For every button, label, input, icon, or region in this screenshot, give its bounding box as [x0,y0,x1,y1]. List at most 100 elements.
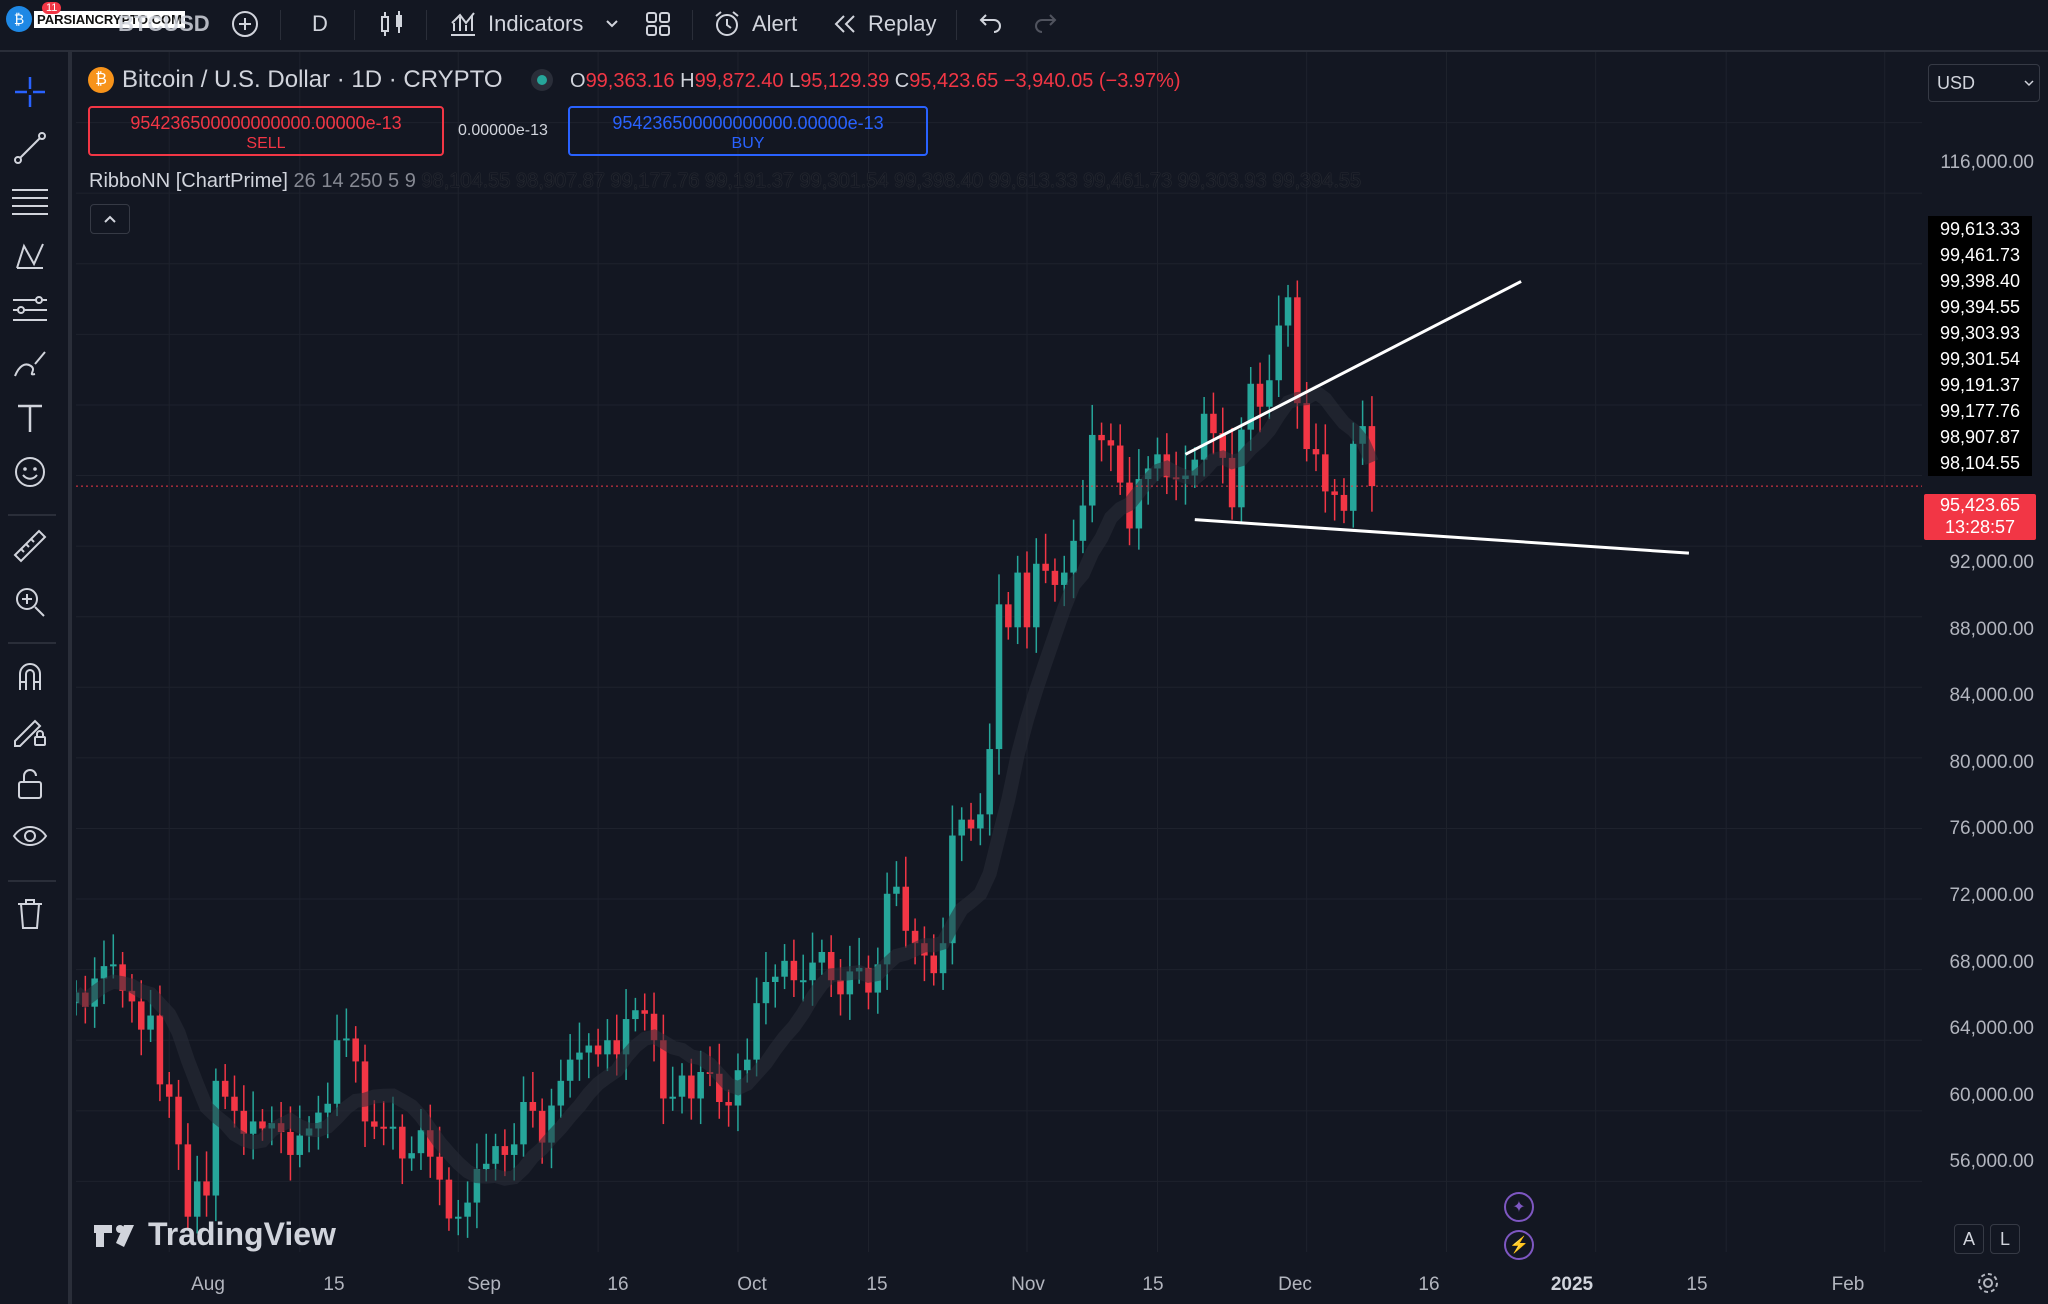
trendline-upper [1184,280,1522,456]
lock-drawings-tool[interactable] [10,710,50,750]
candle-body [939,943,947,974]
zoom-tool[interactable] [10,582,50,622]
candle-body [958,819,965,836]
close-value: 95,423.65 [909,70,999,92]
candle-body [771,976,779,982]
candle-body [147,1015,154,1030]
redo-button[interactable] [1032,0,1058,48]
change-value: −3,940.05 (−3.97%) [1003,70,1181,92]
price-axis-label: 92,000.00 [1949,552,2034,573]
tradingview-logo-icon [94,1224,134,1247]
price-axis-label: 72,000.00 [1949,885,2034,906]
price-axis-label: 64,000.00 [1949,1018,2034,1039]
magnet-tool[interactable] [10,656,50,696]
trendline-tool[interactable] [10,128,50,168]
plus-circle-icon [232,11,258,37]
candle-body [417,1130,425,1154]
market-status-dot [530,69,553,91]
time-axis-label: 15 [866,1274,888,1295]
candle-body [464,1202,471,1217]
candle-body [1294,297,1301,404]
separator [426,10,427,40]
candle-body [967,819,975,829]
sell-label: SELL [246,135,286,152]
price-axis-label: 68,000.00 [1949,952,2034,973]
price-axis-label: 60,000.00 [1949,1085,2034,1106]
time-axis-label: Feb [1831,1274,1865,1295]
candle-body [883,893,891,965]
ribbon-label: 99,303.93 [1928,320,2032,346]
time-axis-label: 15 [1142,1274,1164,1295]
ai-assistant-button[interactable]: ✦ [1504,1192,1534,1222]
zoom-in-icon [16,588,45,617]
log-scale-button[interactable]: L [1990,1224,2020,1254]
collapse-legend-button[interactable] [90,204,130,234]
candle-body [762,982,770,1004]
forecast-tool[interactable] [10,290,50,330]
remove-drawings-tool[interactable] [10,894,50,934]
price-axis-label: 80,000.00 [1949,752,2034,773]
compare-symbol-button[interactable] [230,0,260,48]
ribbon-label: 98,907.87 [1928,424,2032,450]
pattern-tool[interactable] [10,236,50,276]
time-axis-label: Oct [737,1274,767,1295]
high-value: 99,872.40 [694,70,784,92]
candle-body [501,1146,509,1155]
price-chart[interactable] [76,52,2048,1304]
indicator-legend[interactable]: RibboNN [ChartPrime] 26 14 250 5 9 98,10… [89,170,1361,193]
indicators-dropdown-button[interactable] [604,0,620,48]
interval-button[interactable]: D [312,11,328,36]
pattern-icon [16,243,44,269]
layouts-button[interactable] [644,0,672,48]
undo-button[interactable] [978,0,1004,48]
replay-button[interactable]: Replay [832,0,936,48]
indicator-params: 26 14 250 5 9 [293,170,416,192]
candle-body [1350,443,1357,511]
candle-body [613,1040,621,1055]
text-tool[interactable] [10,398,50,438]
price-axis-label: 88,000.00 [1949,619,2034,640]
indicators-button[interactable]: Indicators [448,0,583,48]
candle-body [669,1096,676,1099]
candle-body [1191,459,1199,476]
lightning-icon: ⚡ [1509,1237,1529,1254]
candle-body [110,964,117,967]
candle-body [1275,325,1282,381]
auto-scale-button[interactable]: A [1954,1224,1984,1254]
candle-body [641,1010,648,1014]
buy-button[interactable]: 954236500000000000.00000e-13 BUY [568,106,928,156]
brush-tool[interactable] [10,344,50,384]
candle-body [1219,433,1227,458]
measure-tool[interactable] [10,526,50,566]
alarm-clock-icon [715,11,739,36]
candles-icon [381,11,402,36]
emoji-tool[interactable] [10,452,50,492]
ruler-icon [13,529,47,563]
candle-body [128,990,136,1002]
candle-body [632,1010,639,1020]
chart-type-button[interactable] [378,0,406,48]
indicator-values: 98,104.55 98,907.87 99,177.76 99,191.37 … [421,170,1362,192]
symbol-search-button[interactable]: BTCUSD [118,11,210,36]
hide-drawings-tool[interactable] [10,818,50,858]
sell-button[interactable]: 954236500000000000.00000e-13 SELL [88,106,444,156]
lock-tool[interactable] [10,764,50,804]
candle-body [436,1156,443,1180]
pencil-lock-icon [14,719,46,747]
candle-body [1340,494,1348,511]
separator [692,10,693,40]
smiley-icon [15,457,45,487]
buy-price: 954236500000000000.00000e-13 [612,113,884,133]
candle-body [1079,505,1087,541]
alert-button[interactable]: Alert [712,0,797,48]
currency-selector[interactable]: USD [1928,64,2040,102]
chart-settings-button[interactable] [1975,1270,2001,1301]
fib-tool[interactable] [10,182,50,222]
redo-icon [1035,14,1057,33]
candle-body [259,1121,266,1129]
crosshair-tool[interactable] [10,72,50,112]
candle-body [650,1013,658,1041]
quick-action-button[interactable]: ⚡ [1504,1230,1534,1260]
separator [354,10,355,40]
candle-body [566,1059,574,1081]
